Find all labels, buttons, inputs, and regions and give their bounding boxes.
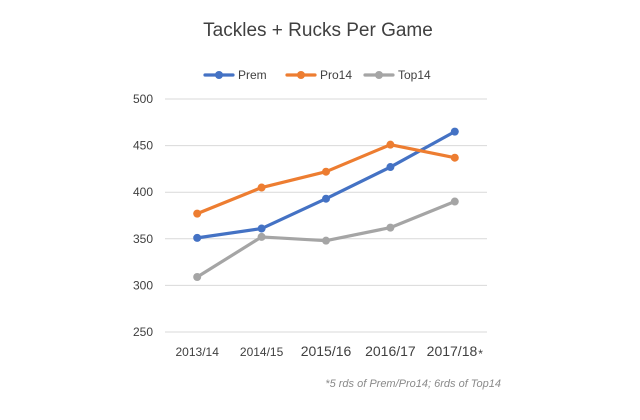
x-tick-label: 2015/16: [301, 343, 352, 359]
legend-swatch-marker: [215, 71, 223, 79]
data-point: [193, 273, 202, 282]
footnote: *5 rds of Prem/Pro14; 6rds of Top14: [325, 378, 501, 390]
x-axis: 2013/14 2014/15 2015/16 2016/17 2017/18*: [176, 343, 484, 361]
legend-label: Top14: [398, 68, 431, 82]
series-line: [195, 143, 457, 216]
data-point: [322, 167, 330, 176]
x-tick-label: 2013/14: [176, 345, 220, 359]
data-point: [386, 140, 395, 149]
x-tick-label: 2016/17: [365, 343, 416, 359]
data-point: [257, 232, 266, 241]
chart-legend: Prem Pro14 Top14: [203, 68, 431, 82]
data-point: [450, 197, 459, 206]
chart-title: Tackles + Rucks Per Game: [203, 20, 433, 41]
legend-label: Pro14: [320, 68, 352, 82]
x-tick-suffix: *: [478, 347, 483, 361]
x-tick-label: 2014/15: [240, 345, 284, 359]
series-line: [195, 130, 457, 240]
data-point: [193, 233, 202, 242]
y-tick-label: 350: [133, 232, 153, 246]
legend-label: Prem: [238, 68, 267, 82]
legend-item: Prem: [203, 68, 267, 82]
data-point: [257, 183, 266, 192]
series-prem: [193, 127, 459, 242]
x-tick-label: 2017/18*: [427, 343, 484, 361]
legend-swatch-marker: [375, 71, 383, 79]
data-point: [386, 163, 395, 172]
data-point: [193, 209, 202, 218]
data-point: [322, 236, 330, 245]
y-tick-label: 500: [133, 92, 153, 106]
series-pro14: [193, 140, 459, 218]
y-axis: 250 300 350 400 450 500: [133, 92, 153, 339]
data-point: [257, 224, 266, 233]
y-tick-label: 300: [133, 278, 153, 292]
data-point: [322, 194, 330, 203]
y-tick-label: 250: [133, 325, 153, 339]
chart-grid: [165, 98, 487, 333]
y-tick-label: 400: [133, 185, 153, 199]
legend-item: Top14: [363, 68, 431, 82]
series-group: [193, 127, 459, 282]
data-point: [450, 127, 459, 136]
series-top14: [193, 197, 459, 282]
data-point: [450, 153, 459, 162]
y-tick-label: 450: [133, 139, 153, 153]
data-point: [386, 223, 395, 232]
legend-swatch-marker: [297, 71, 305, 79]
legend-item: Pro14: [285, 68, 352, 82]
